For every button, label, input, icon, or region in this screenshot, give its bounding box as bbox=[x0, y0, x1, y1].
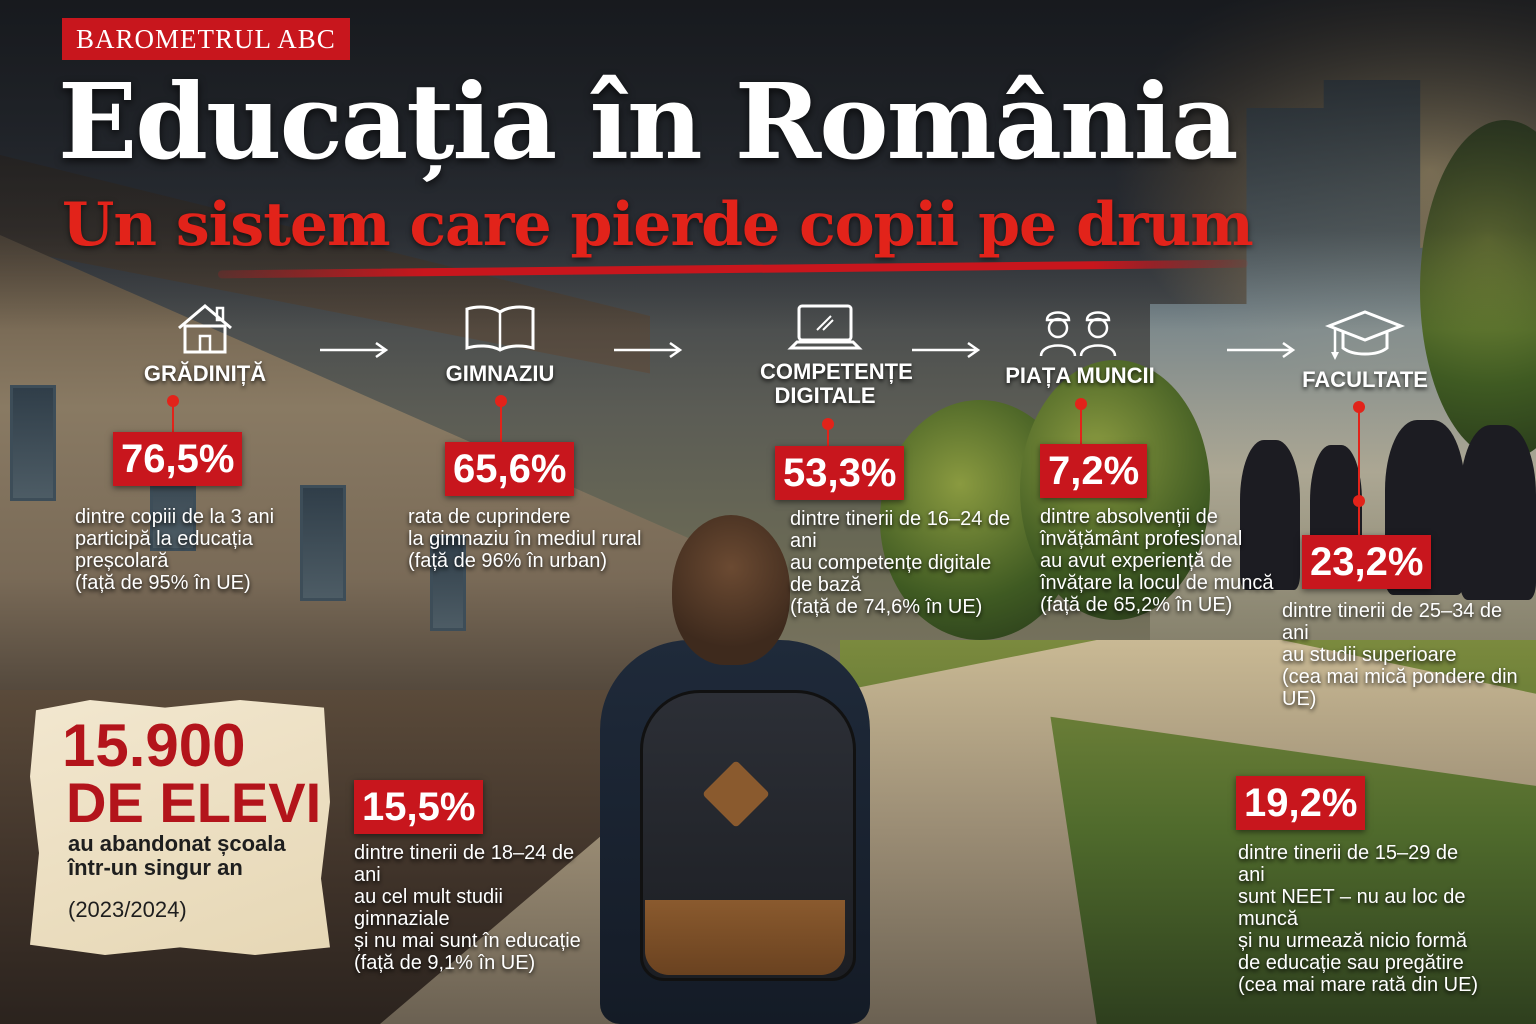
dropout-note bbox=[30, 700, 330, 955]
stat-neet-value: 19,2% bbox=[1236, 776, 1366, 830]
step-gimnaziu: GIMNAZIU bbox=[425, 300, 575, 386]
step-competente-digitale: COMPETENȚE DIGITALE bbox=[750, 300, 913, 408]
pin-dot bbox=[167, 395, 179, 407]
graduate-figure bbox=[1460, 425, 1536, 600]
stat-gradinita-value: 76,5% bbox=[113, 432, 243, 486]
stat-gradinita-desc: dintre copiii de la 3 ani participă la e… bbox=[75, 506, 275, 594]
arrow-right-icon bbox=[1227, 341, 1296, 359]
pin-dot bbox=[1353, 401, 1365, 413]
pin-line bbox=[172, 405, 174, 435]
arrow-right-icon bbox=[912, 341, 981, 359]
stat-digitale-value: 53,3% bbox=[775, 446, 905, 500]
backpack-bottom bbox=[645, 900, 845, 975]
dropout-unit: DE ELEVI bbox=[66, 771, 322, 834]
pin-dot bbox=[822, 418, 834, 430]
laptop-icon bbox=[787, 304, 863, 350]
stat-neet-desc: dintre tinerii de 15–29 de ani sunt NEET… bbox=[1238, 842, 1479, 996]
stat-munca-desc: dintre absolvenții de învățământ profesi… bbox=[1040, 506, 1274, 616]
step-label: FACULTATE bbox=[1302, 367, 1428, 392]
stat-facultate-value: 23,2% bbox=[1302, 535, 1432, 589]
pin-dot bbox=[1353, 495, 1365, 507]
workers-icon bbox=[1039, 311, 1117, 357]
step-label: COMPETENȚE DIGITALE bbox=[760, 359, 913, 408]
pin-dot bbox=[1075, 398, 1087, 410]
step-label: PIAȚA MUNCII bbox=[1005, 363, 1155, 388]
arrow-right-icon bbox=[614, 341, 683, 359]
step-label: GIMNAZIU bbox=[445, 361, 555, 386]
pin-line bbox=[1358, 411, 1360, 501]
step-facultate: FACULTATE bbox=[1290, 308, 1440, 392]
stat-facultate-desc: dintre tinerii de 25–34 de ani au studii… bbox=[1282, 600, 1518, 710]
stat-abandon-value: 15,5% bbox=[354, 780, 484, 834]
stat-abandon-desc: dintre tinerii de 18–24 de ani au cel mu… bbox=[354, 842, 581, 974]
stat-gimnaziu-desc: rata de cuprindere la gimnaziu în mediul… bbox=[408, 506, 642, 572]
page-subtitle: Un sistem care pierde copii pe drum bbox=[62, 190, 1254, 260]
dropout-desc: au abandonat școala într-un singur an bbox=[68, 831, 286, 880]
boy-head bbox=[672, 515, 790, 665]
house-icon bbox=[178, 304, 232, 354]
stat-digitale-desc: dintre tinerii de 16–24 de ani au compet… bbox=[790, 508, 1011, 618]
graduate-figure bbox=[1240, 440, 1300, 590]
pin-line bbox=[1080, 408, 1082, 446]
step-label: GRĂDINIȚĂ bbox=[143, 361, 267, 386]
stat-gimnaziu-value: 65,6% bbox=[445, 442, 575, 496]
pin-line bbox=[500, 405, 502, 443]
pin-line bbox=[1358, 505, 1360, 535]
page-title: Educația în România bbox=[58, 60, 1239, 183]
graduation-cap-icon bbox=[1325, 310, 1405, 360]
arrow-right-icon bbox=[320, 341, 389, 359]
stat-munca-value: 7,2% bbox=[1040, 444, 1148, 498]
section-tag: BAROMETRUL ABC bbox=[62, 18, 350, 60]
pin-dot bbox=[495, 395, 507, 407]
step-piata-muncii: PIAȚA MUNCII bbox=[1000, 300, 1160, 388]
book-icon bbox=[465, 305, 535, 352]
dropout-number: 15.900 bbox=[62, 712, 246, 779]
dropout-year: (2023/2024) bbox=[68, 897, 187, 922]
step-gradinita: GRĂDINIȚĂ bbox=[130, 300, 280, 386]
pin-line bbox=[827, 428, 829, 448]
